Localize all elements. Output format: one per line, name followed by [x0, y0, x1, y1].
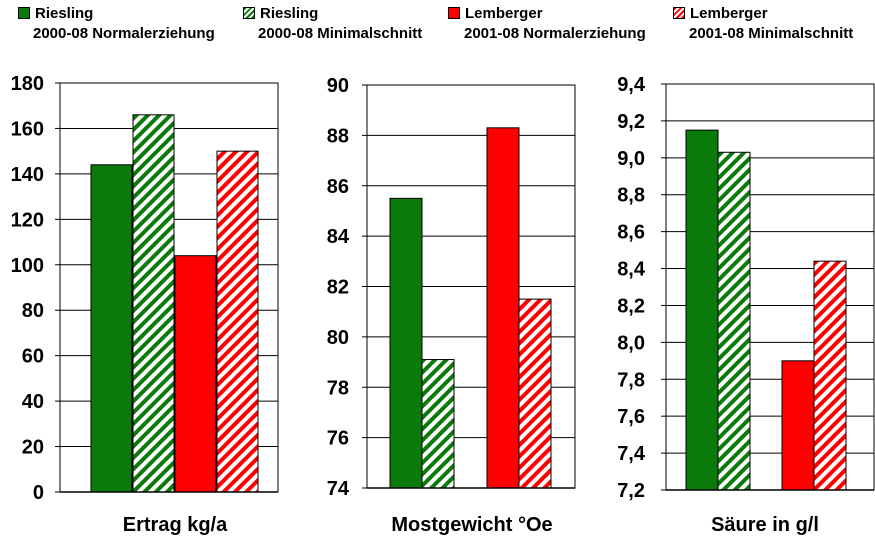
y-tick-label-ertrag: 40 [22, 391, 44, 413]
bar-saeure-riesling-normal [685, 129, 719, 491]
chart-mostgewicht: 74 76 78 80 82 84 86 88 90 Mostgewicht °Oe [327, 75, 576, 536]
y-tick-label-saeure: 9,0 [617, 148, 645, 170]
y-tick-label-mostgewicht: 74 [327, 478, 350, 500]
chart-title-mostgewicht: Mostgewicht °Oe [391, 514, 552, 536]
legend-label-lemberger-normal: Lemberger [465, 5, 543, 22]
y-tick-label-mostgewicht: 76 [327, 428, 349, 450]
y-tick-label-mostgewicht: 90 [327, 75, 349, 97]
chart-title-ertrag: Ertrag kg/a [123, 514, 228, 536]
y-tick-label-ertrag: 100 [11, 255, 44, 277]
chart-saeure: 7,2 7,4 7,6 7,8 8,0 8,2 8,4 8,6 8,8 9,0 9,2 9,4 Säur… [617, 74, 875, 536]
legend-desc-riesling-minimal: 2000-08 Minimalschnitt [258, 25, 423, 42]
y-tick-label-ertrag: 20 [22, 437, 44, 459]
bar-ertrag-lemberger-normal [174, 255, 217, 493]
y-tick-label-ertrag: 60 [22, 346, 44, 368]
y-tick-label-saeure: 8,0 [617, 332, 645, 354]
bar-mostgewicht-lemberger-normal [486, 127, 520, 489]
bar-saeure-riesling-minimal [717, 151, 751, 491]
y-tick-label-mostgewicht: 88 [327, 125, 349, 147]
y-tick-label-saeure: 9,4 [617, 74, 646, 96]
chart-legend: Riesling 2000-08 Normalerziehung Rieslin… [0, 0, 875, 48]
legend-swatch-lemberger-normal [448, 7, 460, 19]
y-tick-label-saeure: 8,8 [617, 185, 645, 207]
legend-swatch-riesling-minimal [243, 7, 255, 19]
legend-desc-lemberger-minimal: 2001-08 Minimalschnitt [689, 25, 854, 42]
y-tick-label-saeure: 7,2 [617, 480, 645, 502]
legend-swatch-lemberger-minimal [673, 7, 685, 19]
bar-ertrag-lemberger-minimal [216, 150, 259, 493]
bar-saeure-lemberger-minimal [813, 260, 847, 491]
y-tick-label-mostgewicht: 80 [327, 327, 349, 349]
legend-label-lemberger-minimal: Lemberger [690, 5, 768, 22]
y-tick-label-saeure: 7,6 [617, 406, 645, 428]
y-tick-label-mostgewicht: 78 [327, 377, 349, 399]
y-tick-label-saeure: 7,4 [617, 443, 646, 465]
y-tick-label-saeure: 8,4 [617, 259, 646, 281]
legend-swatch-riesling-normal [18, 7, 30, 19]
y-tick-label-ertrag: 80 [22, 300, 44, 322]
y-tick-label-mostgewicht: 82 [327, 277, 349, 299]
bar-mostgewicht-riesling-normal [389, 197, 423, 489]
bar-ertrag-riesling-minimal [132, 114, 175, 493]
bar-mostgewicht-riesling-minimal [421, 359, 455, 489]
bar-saeure-lemberger-normal [781, 360, 815, 491]
y-tick-label-ertrag: 140 [11, 164, 44, 186]
y-tick-label-ertrag: 120 [11, 209, 44, 231]
chart-ertrag: 0 20 40 60 80 100 120 140 160 180 Ertrag kg/a [11, 73, 279, 536]
y-tick-label-mostgewicht: 86 [327, 176, 349, 198]
y-tick-label-mostgewicht: 84 [327, 226, 350, 248]
y-tick-label-saeure: 8,2 [617, 295, 645, 317]
y-tick-label-ertrag: 180 [11, 73, 44, 95]
y-tick-label-saeure: 8,6 [617, 222, 645, 244]
chart-title-saeure: Säure in g/l [711, 514, 819, 536]
legend-label-riesling-minimal: Riesling [260, 5, 319, 22]
y-tick-label-saeure: 9,2 [617, 111, 645, 133]
y-tick-label-ertrag: 0 [33, 482, 44, 504]
y-tick-label-saeure: 7,8 [617, 369, 645, 391]
legend-desc-riesling-normal: 2000-08 Normalerziehung [33, 25, 215, 42]
bar-ertrag-riesling-normal [90, 164, 133, 493]
legend-desc-lemberger-normal: 2001-08 Normalerziehung [464, 25, 646, 42]
bar-mostgewicht-lemberger-minimal [518, 298, 552, 489]
legend-label-riesling-normal: Riesling [35, 5, 94, 22]
y-tick-label-ertrag: 160 [11, 118, 44, 140]
